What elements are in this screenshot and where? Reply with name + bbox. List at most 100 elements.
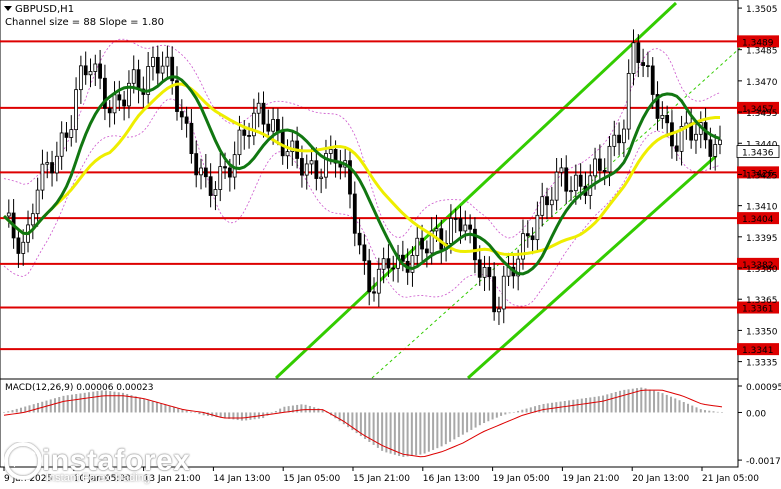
macd-histogram-bar [96,391,99,413]
macd-histogram-bar [551,402,554,413]
macd-histogram-bar [15,408,18,413]
macd-histogram-bar [589,397,592,413]
candle-body [117,94,122,101]
chart-title: GBPUSD,H1 [15,4,74,15]
macd-histogram-bar [160,403,163,413]
instaforex-logo: instaforex Instant Forex Trading [4,442,190,484]
level-tag [737,101,779,114]
macd-histogram-bar [580,398,583,413]
macd-histogram-bar [283,406,286,413]
y-tick-label: 1.3505 [746,5,778,15]
moving-averages [2,75,721,276]
candle-body [45,162,50,165]
candle-body [367,260,372,293]
macd-histogram-bar [287,406,290,413]
macd-histogram-bar [219,412,222,418]
candle-body [30,213,35,226]
candle-body [50,162,54,174]
candle-body [621,128,626,144]
macd-histogram-bar [198,412,201,415]
macd-histogram-bar [228,412,231,419]
candle-body [242,129,247,136]
macd-histogram-bar [500,412,503,416]
macd-histogram-bar [631,388,634,413]
candle-body [718,139,722,145]
candle-body [386,258,391,269]
y-tick-label: 1.3380 [746,265,778,275]
macd-histogram-bar [19,407,22,413]
candle-body [40,163,45,191]
channel-info: Channel size = 88 Slope = 1.80 [5,17,164,28]
macd-histogram-bar [347,412,350,428]
candle-body [151,56,155,67]
candle-body [107,107,112,114]
macd-histogram-bar [240,412,243,421]
candle-body [713,144,718,157]
macd-histogram-bar [202,412,205,416]
macd-histogram-bar [614,391,617,413]
macd-histogram-bar [385,412,388,453]
macd-histogram-bar [104,390,107,413]
macd-histogram-bar [317,408,320,413]
candle-body [415,237,420,256]
candle-body [328,149,333,154]
candle-body [309,160,314,165]
candle-body [199,167,203,176]
macd-histogram-bar [406,412,409,457]
price-channel [274,1,741,380]
macd-histogram-bar [682,402,685,413]
level-tag-label: 1.3341 [742,346,774,356]
level-tag-label: 1.3404 [742,215,774,225]
macd-histogram-bar [100,390,103,413]
candle-body [16,237,21,254]
macd-histogram-bar [453,412,456,440]
macd-histogram-bar [572,399,575,413]
candle-body [319,176,324,179]
macd-histogram-bar [266,412,269,416]
candle-body [424,248,429,254]
candle-body [545,196,549,206]
macd-histogram-bar [372,412,375,445]
candle-body [112,94,117,114]
candle-body [352,193,357,234]
x-tick-label: 15 Jan 05:00 [283,474,340,484]
macd-histogram-bar [538,404,541,413]
macd-histogram-bar [274,410,277,413]
candle-body [184,116,189,124]
macd-histogram-bar [619,390,622,413]
candle-body [665,114,670,124]
macd-histogram-bar [504,412,507,415]
symbol-menu-icon[interactable] [4,6,12,11]
macd-histogram-bar [670,396,673,413]
candle-body [64,132,69,138]
candle-body [208,176,213,196]
y-tick-label: 1.3470 [746,78,778,88]
macd-histogram-bar [415,412,418,456]
macd-histogram-bar [398,412,401,456]
candle-body [535,214,540,241]
macd-histogram-bar [653,390,656,413]
y-tick-label: 1.3395 [746,234,778,244]
macd-histogram-bar [164,404,167,413]
candle-body [554,171,559,201]
candle-body [285,151,290,157]
macd-histogram-bar [223,412,226,419]
candle-body [218,166,223,190]
macd-histogram-bar [461,412,464,435]
macd-histogram-bar [478,412,481,426]
macd-histogram-bar [423,412,426,454]
x-tick-label: 16 Jan 13:00 [423,474,480,484]
candle-body [6,212,11,217]
macd-histogram-bar [351,412,354,431]
candle-body [646,65,650,67]
envelope-upper [3,38,721,239]
macd-histogram-bar [185,410,188,413]
macd-histogram-bar [79,393,82,413]
candle-body [88,71,93,76]
candle-body [103,77,107,109]
macd-histogram-bar [304,404,307,413]
candle-body [170,56,175,82]
macd-histogram-bar [270,412,273,414]
macd-histogram-bar [143,398,146,413]
